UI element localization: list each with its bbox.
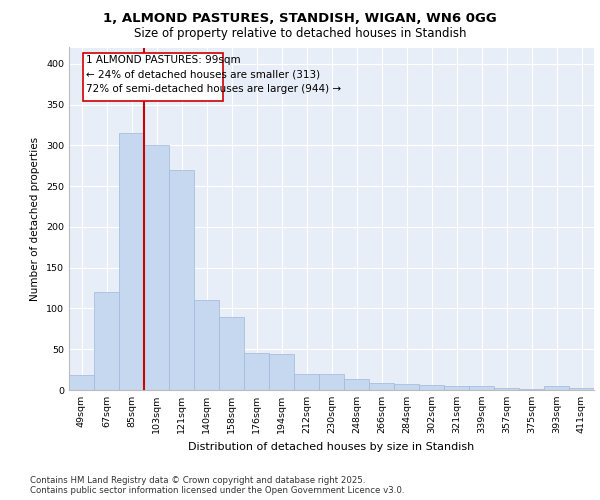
Text: 72% of semi-detached houses are larger (944) →: 72% of semi-detached houses are larger (… xyxy=(86,84,341,94)
Bar xyxy=(469,386,494,390)
Bar xyxy=(144,146,169,390)
Bar xyxy=(419,385,444,390)
Text: 1, ALMOND PASTURES, STANDISH, WIGAN, WN6 0GG: 1, ALMOND PASTURES, STANDISH, WIGAN, WN6… xyxy=(103,12,497,26)
Bar xyxy=(319,374,344,390)
Bar xyxy=(294,374,319,390)
Text: Size of property relative to detached houses in Standish: Size of property relative to detached ho… xyxy=(134,28,466,40)
Bar xyxy=(219,316,244,390)
Bar xyxy=(444,386,469,390)
Bar xyxy=(69,376,94,390)
Text: ← 24% of detached houses are smaller (313): ← 24% of detached houses are smaller (31… xyxy=(86,70,320,80)
Bar xyxy=(519,389,544,390)
Bar xyxy=(194,300,219,390)
Text: Contains HM Land Registry data © Crown copyright and database right 2025.
Contai: Contains HM Land Registry data © Crown c… xyxy=(30,476,404,495)
FancyBboxPatch shape xyxy=(83,53,223,100)
Bar xyxy=(169,170,194,390)
Bar xyxy=(94,292,119,390)
Bar xyxy=(369,384,394,390)
Bar xyxy=(344,378,369,390)
Bar xyxy=(394,384,419,390)
Y-axis label: Number of detached properties: Number of detached properties xyxy=(31,136,40,301)
Bar xyxy=(244,354,269,390)
Bar xyxy=(269,354,294,390)
Text: 1 ALMOND PASTURES: 99sqm: 1 ALMOND PASTURES: 99sqm xyxy=(86,54,241,64)
Bar xyxy=(494,388,519,390)
Bar xyxy=(119,133,144,390)
X-axis label: Distribution of detached houses by size in Standish: Distribution of detached houses by size … xyxy=(188,442,475,452)
Bar xyxy=(569,388,594,390)
Bar xyxy=(544,386,569,390)
